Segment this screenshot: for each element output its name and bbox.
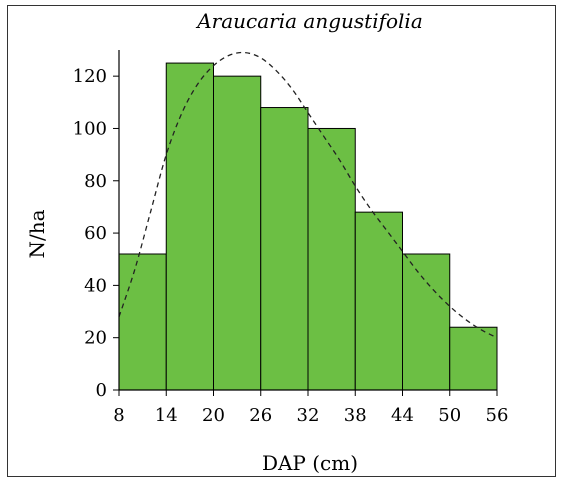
x-ticks-group: 8 14 20 26 32 38 44 50 56 <box>113 390 508 426</box>
x-tick-label: 50 <box>438 405 461 426</box>
x-tick-label: 44 <box>391 405 414 426</box>
x-tick-label: 56 <box>486 405 509 426</box>
y-axis-label: N/ha <box>25 209 49 258</box>
x-tick-label: 20 <box>202 405 225 426</box>
chart-title: Araucaria angustifolia <box>195 9 423 33</box>
distribution-curve <box>118 51 498 339</box>
histogram-bar-1 <box>118 253 167 391</box>
histogram-bar-6 <box>354 211 403 391</box>
histogram-bar-4 <box>260 107 309 391</box>
y-tick-label: 0 <box>96 380 107 401</box>
x-tick-label: 32 <box>297 405 320 426</box>
y-tick-label: 120 <box>73 66 107 87</box>
curve-group <box>118 51 498 339</box>
x-tick-label: 26 <box>249 405 272 426</box>
y-tick-label: 100 <box>73 118 107 139</box>
y-tick-label: 80 <box>84 171 107 192</box>
x-tick-label: 8 <box>113 405 124 426</box>
histogram-bar-3 <box>213 75 262 391</box>
y-tick-label: 60 <box>84 223 107 244</box>
y-ticks-group: 0 20 40 60 80 100 120 <box>73 66 119 401</box>
bars-group <box>118 62 498 391</box>
histogram-bar-7 <box>402 253 451 391</box>
histogram-bar-5 <box>307 127 356 391</box>
y-tick-label: 40 <box>84 275 107 296</box>
histogram-bar-8 <box>449 326 498 391</box>
x-axis-label: DAP (cm) <box>262 451 358 475</box>
chart-frame <box>7 5 556 477</box>
x-tick-label: 14 <box>155 405 178 426</box>
histogram-bar-2 <box>165 62 214 391</box>
y-tick-label: 20 <box>84 328 107 349</box>
x-tick-label: 38 <box>344 405 367 426</box>
